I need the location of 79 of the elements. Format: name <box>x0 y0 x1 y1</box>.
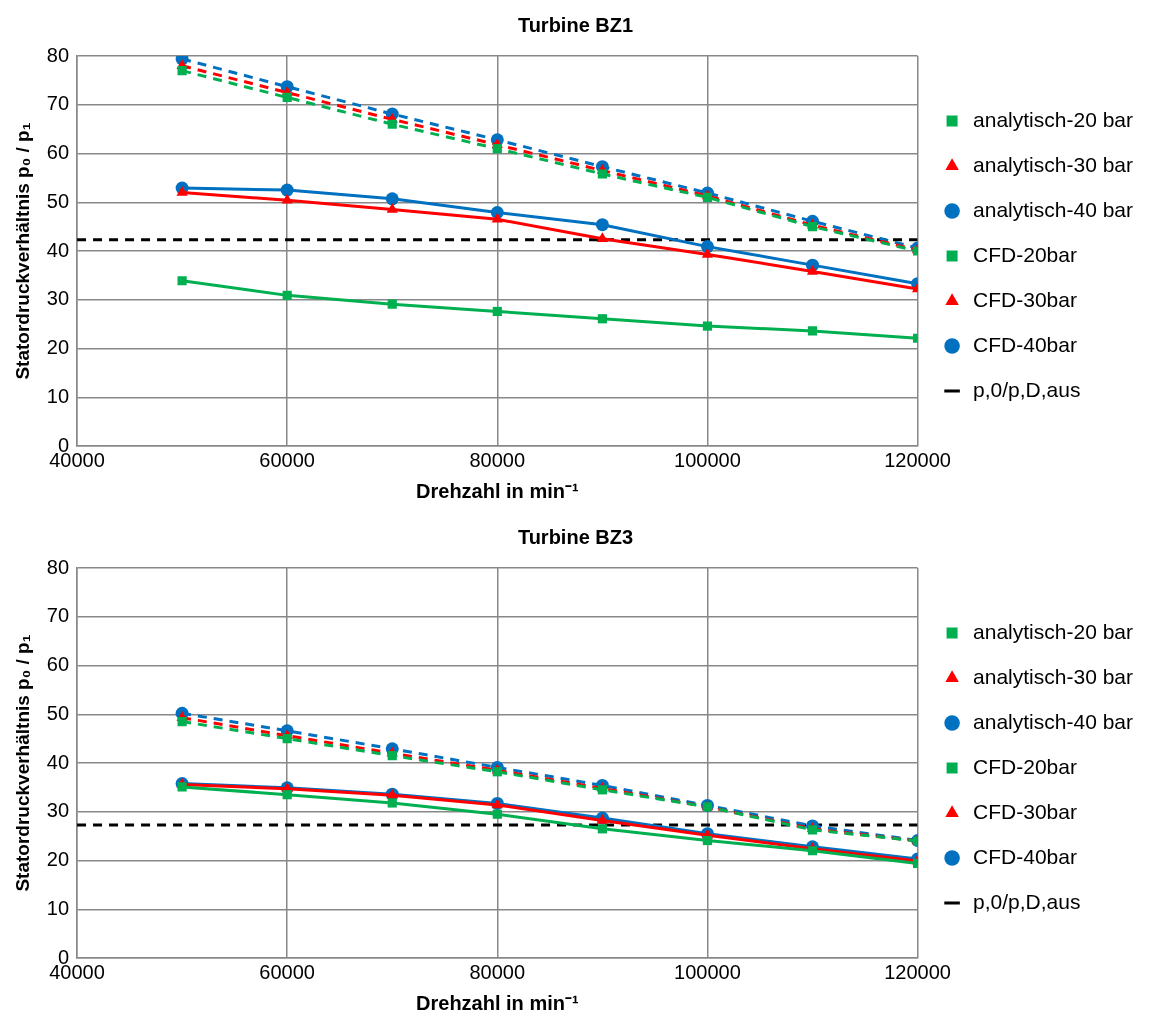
y-tick-label: 40 <box>46 238 70 261</box>
point <box>597 314 607 324</box>
chart-title: Turbine BZ3 <box>517 525 634 548</box>
x-tick-label: 60000 <box>259 960 315 983</box>
x-tick-label: 100000 <box>674 960 741 983</box>
point <box>492 144 502 154</box>
point <box>282 734 292 744</box>
legend-label: analytisch-30 bar <box>973 664 1134 688</box>
point <box>387 798 397 808</box>
point <box>282 790 292 800</box>
y-axis-title: Statordruckverhältnis p₀ / p₁ <box>11 122 33 380</box>
point <box>386 203 398 213</box>
x-tick-label: 100000 <box>674 448 741 471</box>
legend-label: analytisch-40 bar <box>973 709 1134 733</box>
y-tick-label: 60 <box>46 141 70 164</box>
point <box>385 192 399 206</box>
legend-label: analytisch-20 bar <box>973 619 1134 643</box>
point <box>702 835 713 846</box>
y-tick-label: 10 <box>46 896 70 919</box>
y-tick-label: 20 <box>46 336 70 359</box>
legend-label: CFD-30bar <box>973 799 1077 823</box>
y-tick-label: 50 <box>46 701 70 724</box>
point <box>807 222 818 232</box>
point <box>701 247 714 258</box>
y-axis-title: Statordruckverhältnis p₀ / p₁ <box>11 634 33 892</box>
y-tick-label: 80 <box>46 555 70 578</box>
point <box>282 92 292 103</box>
point <box>597 824 607 834</box>
point <box>492 306 502 317</box>
x-tick-label: 120000 <box>884 448 951 471</box>
point <box>596 232 609 243</box>
y-tick-label: 40 <box>46 750 70 773</box>
y-tick-label: 70 <box>46 604 70 627</box>
y-tick-label: 30 <box>46 799 70 822</box>
chart-title: Turbine BZ1 <box>517 13 634 36</box>
point <box>491 212 503 223</box>
legend-label: p,0/p,D,aus <box>973 889 1081 913</box>
legend-label: CFD-20bar <box>973 754 1077 778</box>
legend-label: CFD-40bar <box>973 332 1077 356</box>
y-tick-label: 30 <box>46 287 70 310</box>
point <box>280 183 294 197</box>
y-tick-label: 20 <box>46 848 70 871</box>
point <box>492 809 502 819</box>
x-tick-label: 80000 <box>469 960 526 983</box>
point <box>177 66 187 76</box>
legend-label: CFD-30bar <box>973 287 1077 311</box>
x-tick-label: 120000 <box>884 960 951 983</box>
y-tick-label: 70 <box>46 92 70 115</box>
point <box>492 767 502 777</box>
point <box>807 846 818 856</box>
legend-label: CFD-20bar <box>973 242 1077 266</box>
point <box>177 276 187 286</box>
y-tick-label: 60 <box>46 653 70 676</box>
point <box>387 119 397 129</box>
point <box>702 321 713 331</box>
point <box>595 218 609 232</box>
legend-label: analytisch-20 bar <box>973 107 1134 131</box>
point <box>807 326 818 336</box>
x-tick-label: 60000 <box>259 448 315 471</box>
point <box>177 782 187 792</box>
point <box>387 299 397 309</box>
x-axis-title: Drehzahl in min⁻¹ <box>416 479 579 502</box>
point <box>281 193 293 204</box>
point <box>282 290 292 300</box>
point <box>597 169 607 179</box>
legend-label: analytisch-30 bar <box>973 152 1134 176</box>
x-tick-label: 80000 <box>469 448 526 471</box>
y-tick-label: 10 <box>46 384 70 407</box>
y-tick-label: 50 <box>46 189 70 212</box>
legend-label: CFD-40bar <box>973 844 1077 868</box>
x-axis-title: Drehzahl in min⁻¹ <box>416 991 579 1014</box>
point <box>387 751 397 761</box>
legend-label: analytisch-40 bar <box>973 197 1134 221</box>
point <box>806 264 819 275</box>
point <box>597 785 607 795</box>
legend-label: p,0/p,D,aus <box>973 377 1081 401</box>
point <box>177 716 187 727</box>
y-tick-label: 80 <box>46 43 70 66</box>
point <box>176 186 188 196</box>
